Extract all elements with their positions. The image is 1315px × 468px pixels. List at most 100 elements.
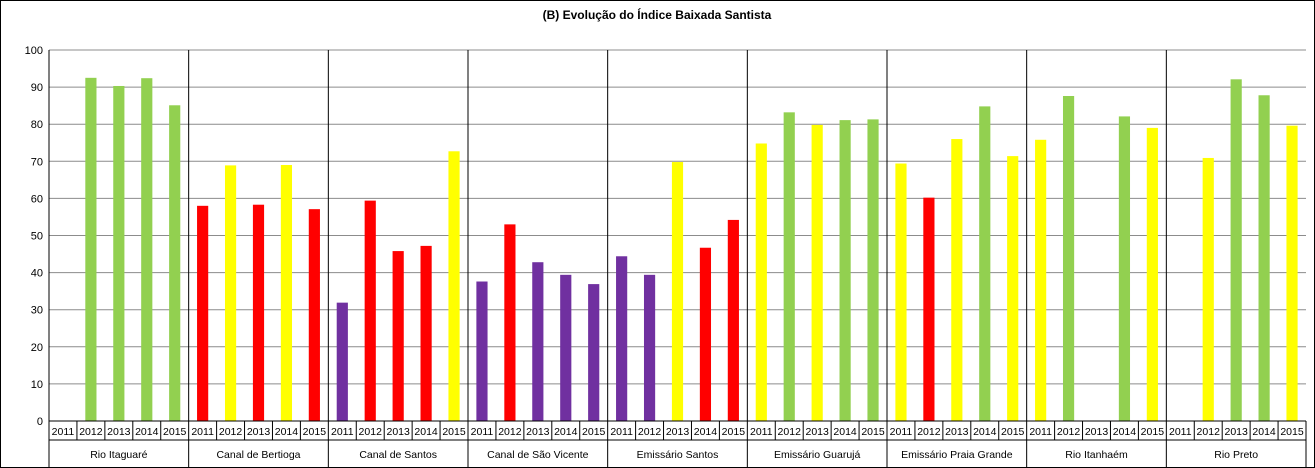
x-year-label: 2015 <box>1001 426 1025 438</box>
bar <box>504 224 516 421</box>
bar <box>280 165 293 421</box>
bar <box>336 302 348 421</box>
x-year-label: 2012 <box>498 426 522 438</box>
x-year-label: 2013 <box>1085 426 1109 438</box>
x-year-label: 2013 <box>386 426 410 438</box>
x-year-label: 2012 <box>638 426 662 438</box>
bar <box>727 219 739 421</box>
bar <box>560 274 572 421</box>
x-year-label: 2015 <box>861 426 885 438</box>
x-year-label: 2015 <box>442 426 466 438</box>
x-group-label: Emissário Santos <box>637 449 719 461</box>
bar <box>867 119 879 421</box>
x-year-label: 2015 <box>582 426 606 438</box>
x-group-label: Emissário Praia Grande <box>901 449 1013 461</box>
x-year-label: 2015 <box>163 426 187 438</box>
y-tick-label: 0 <box>37 416 43 428</box>
y-tick-label: 80 <box>31 119 43 131</box>
bar <box>616 256 628 421</box>
bar <box>1258 95 1270 422</box>
x-year-label: 2015 <box>1280 426 1304 438</box>
x-year-label: 2013 <box>247 426 271 438</box>
x-year-label: 2014 <box>275 426 299 438</box>
x-year-label: 2014 <box>1113 426 1137 438</box>
bar <box>783 112 795 421</box>
x-year-label: 2015 <box>303 426 327 438</box>
x-year-label: 2011 <box>52 426 75 438</box>
x-year-label: 2012 <box>1057 426 1081 438</box>
y-tick-label: 50 <box>31 231 43 243</box>
x-group-label: Rio Itaguaré <box>90 449 147 461</box>
x-year-label: 2011 <box>331 426 354 438</box>
x-year-label: 2014 <box>973 426 997 438</box>
x-year-label: 2012 <box>778 426 802 438</box>
x-year-label: 2012 <box>917 426 941 438</box>
bar <box>141 78 153 422</box>
x-year-label: 2011 <box>750 426 773 438</box>
x-year-label: 2014 <box>833 426 857 438</box>
x-year-label: 2011 <box>1029 426 1052 438</box>
bar <box>252 204 265 421</box>
bar <box>1035 139 1047 422</box>
bar <box>1146 127 1158 421</box>
x-year-label: 2015 <box>1141 426 1165 438</box>
x-year-label: 2014 <box>414 426 438 438</box>
bar <box>448 151 460 421</box>
y-tick-label: 20 <box>31 342 43 354</box>
x-year-label: 2011 <box>890 426 913 438</box>
bar <box>811 124 823 421</box>
x-group-label: Canal de Santos <box>359 449 437 461</box>
bar <box>308 209 320 421</box>
x-year-label: 2011 <box>1169 426 1192 438</box>
x-group-label: Rio Itanhaém <box>1065 449 1128 461</box>
y-tick-label: 30 <box>31 305 43 317</box>
chart-title: (B) Evolução do Índice Baixada Santista <box>543 7 772 22</box>
x-year-label: 2012 <box>1197 426 1221 438</box>
x-year-label: 2015 <box>722 426 746 438</box>
axes <box>48 50 1307 467</box>
x-year-label: 2014 <box>1252 426 1276 438</box>
y-tick-label: 100 <box>25 45 43 57</box>
bar <box>588 284 600 421</box>
bar <box>392 251 404 421</box>
x-year-label: 2013 <box>526 426 550 438</box>
y-tick-label: 40 <box>31 268 43 280</box>
y-tick-label: 60 <box>31 193 43 205</box>
bar <box>755 143 767 421</box>
x-year-label: 2014 <box>554 426 578 438</box>
x-group-label: Emissário Guarujá <box>774 449 861 461</box>
x-group-label: Canal de São Vicente <box>487 449 589 461</box>
bar <box>951 139 963 422</box>
bar <box>1286 125 1298 422</box>
bars <box>85 77 1298 422</box>
bar <box>979 106 991 421</box>
x-year-label: 2013 <box>666 426 690 438</box>
bar <box>1230 79 1242 422</box>
bar <box>1202 157 1214 421</box>
bar <box>1118 116 1131 421</box>
bar <box>895 163 907 421</box>
bar <box>169 105 181 422</box>
bar <box>364 200 376 421</box>
x-year-label: 2014 <box>694 426 718 438</box>
bar <box>85 77 97 421</box>
x-year-label: 2013 <box>107 426 131 438</box>
bar <box>197 205 209 421</box>
bar <box>113 85 125 421</box>
bar <box>1007 156 1019 421</box>
x-year-label: 2011 <box>471 426 494 438</box>
bar <box>923 197 935 421</box>
x-group-label: Canal de Bertioga <box>216 449 300 461</box>
y-axis-ticks: 0 10 20 30 40 50 60 70 80 90 100 <box>25 45 43 428</box>
bar <box>224 165 237 421</box>
x-year-label: 2013 <box>805 426 829 438</box>
bar <box>476 281 488 421</box>
bar <box>532 262 544 421</box>
x-group-label: Rio Preto <box>1214 449 1258 461</box>
bar <box>839 120 851 421</box>
x-year-label: 2012 <box>79 426 103 438</box>
x-year-label: 2013 <box>945 426 969 438</box>
